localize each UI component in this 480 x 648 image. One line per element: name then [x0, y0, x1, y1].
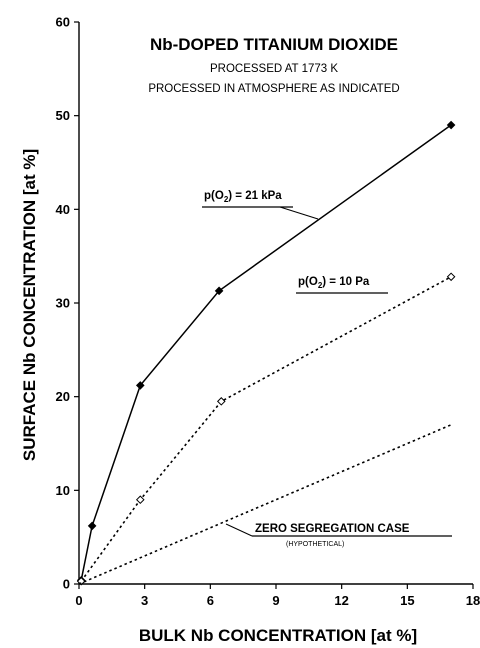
series-0-point: [446, 120, 456, 130]
annotation-21kpa-a: p(O: [204, 190, 224, 202]
annotation-zero-pointer: [225, 523, 253, 537]
ticks: 0 3 6 9 12 15 18 0 10 20 30 40 50 60: [56, 15, 480, 609]
annotation-21kpa: p(O2) = 21 kPa: [204, 190, 282, 204]
x-tick-label: 18: [466, 593, 480, 608]
annotation-10pa-b: ) = 10 Pa: [322, 276, 370, 288]
series-line-2: [78, 424, 452, 585]
annotation-21kpa-sub: 2: [224, 195, 229, 204]
y-tick-label: 60: [56, 15, 70, 30]
y-tick-label: 40: [56, 202, 70, 217]
annotation-10pa: p(O2) = 10 Pa: [298, 276, 370, 290]
annotation-21kpa-b: ) = 21 kPa: [228, 190, 282, 202]
annotation-10pa-a: p(O: [298, 276, 318, 288]
series-0-point: [87, 521, 97, 531]
chart-subtitle-2: PROCESSED IN ATMOSPHERE AS INDICATED: [148, 83, 399, 95]
series-0-point: [135, 381, 145, 390]
x-tick-label: 15: [400, 593, 414, 608]
x-tick-label: 6: [207, 593, 214, 608]
chart-subtitle-1: PROCESSED AT 1773 K: [210, 63, 338, 75]
series-layer: [76, 120, 456, 586]
series-line-1: [80, 276, 452, 582]
y-tick-label: 30: [56, 296, 70, 311]
series-1-point: [446, 272, 456, 282]
y-tick-label: 50: [56, 108, 70, 123]
annotation-21kpa-pointer: [279, 206, 319, 220]
annotation-zero-segregation: ZERO SEGREGATION CASE: [255, 523, 410, 535]
y-tick-label: 10: [56, 483, 70, 498]
series-0-point: [214, 286, 224, 296]
x-tick-label: 9: [272, 593, 279, 608]
y-tick-label: 0: [63, 577, 70, 592]
y-tick-label: 20: [56, 389, 70, 404]
series-1-point: [216, 397, 226, 406]
y-axis-title: SURFACE Nb CONCENTRATION [at %]: [20, 149, 39, 461]
annotation-zero-note: (HYPOTHETICAL): [286, 541, 344, 548]
x-tick-label: 12: [334, 593, 348, 608]
x-tick-label: 3: [141, 593, 148, 608]
chart-title: Nb-DOPED TITANIUM DIOXIDE: [150, 35, 398, 54]
x-tick-label: 0: [75, 593, 82, 608]
series-1-point: [135, 495, 145, 505]
annotation-10pa-sub: 2: [318, 281, 323, 290]
x-axis-title: BULK Nb CONCENTRATION [at %]: [139, 626, 417, 645]
